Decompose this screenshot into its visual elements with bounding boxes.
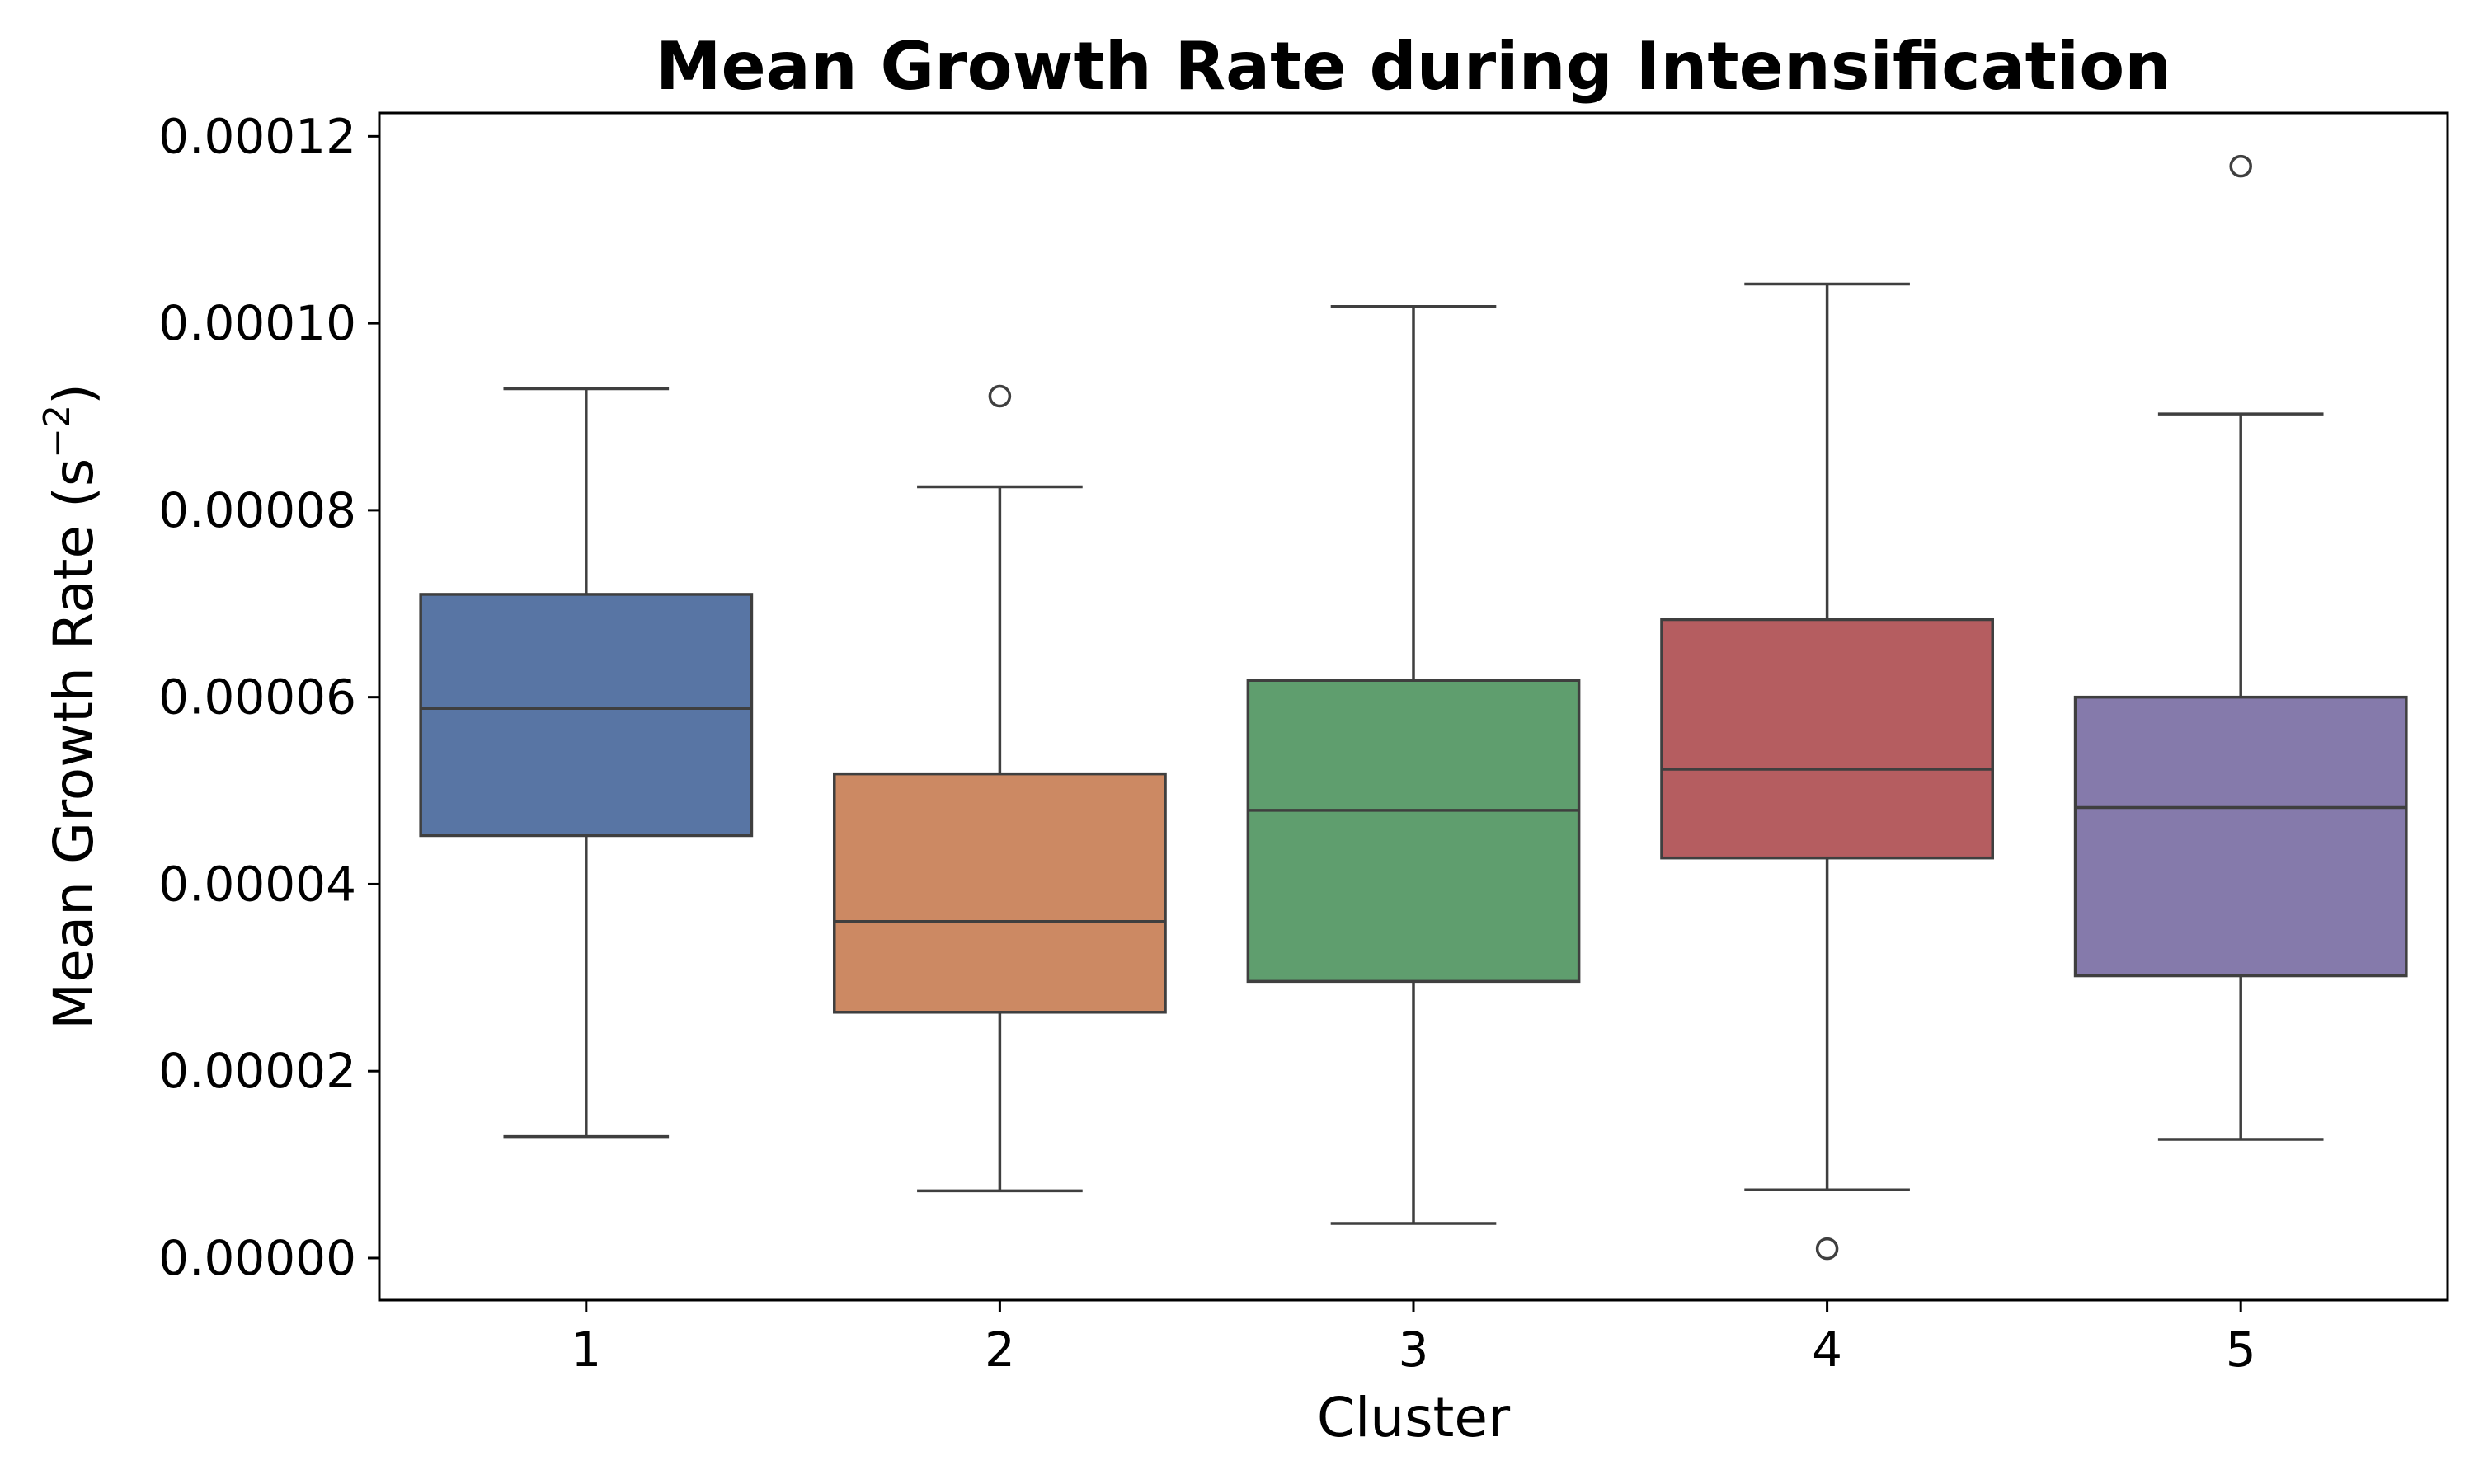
iqr-box <box>2073 695 2408 978</box>
y-tick-label: 0.00006 <box>158 669 356 726</box>
box-cluster-2 <box>833 384 1167 1193</box>
outlier-point <box>2229 154 2252 178</box>
box-cluster-4 <box>1660 282 1994 1261</box>
y-tick-label: 0.00010 <box>158 295 356 351</box>
y-axis-label-close: ) <box>42 383 106 405</box>
x-tick-label: 2 <box>985 1322 1015 1378</box>
y-axis-label-main: Mean Growth Rate (s <box>42 458 106 1030</box>
iqr-box <box>1246 679 1581 984</box>
outlier-point <box>988 384 1012 408</box>
x-axis: 1 2 3 4 5 <box>571 1300 2256 1378</box>
y-axis-label: Mean Growth Rate (s−2) <box>36 383 106 1030</box>
box-cluster-1 <box>419 387 754 1139</box>
y-tick-label: 0.00000 <box>158 1230 356 1286</box>
x-tick-label: 5 <box>2226 1322 2256 1378</box>
x-tick-label: 3 <box>1399 1322 1429 1378</box>
box-cluster-3 <box>1246 304 1581 1225</box>
y-tick-label: 0.00012 <box>158 108 356 164</box>
iqr-box <box>833 772 1167 1014</box>
x-tick-label: 1 <box>571 1322 601 1378</box>
x-tick-label: 4 <box>1812 1322 1842 1378</box>
x-axis-label: Cluster <box>1317 1386 1511 1449</box>
box-cluster-5 <box>2073 154 2408 1141</box>
y-tick-label: 0.00004 <box>158 856 356 912</box>
plot-area <box>419 154 2408 1261</box>
iqr-box <box>1660 618 1994 860</box>
y-axis-label-superscript: −2 <box>36 405 78 458</box>
y-axis: 0.00000 0.00002 0.00004 0.00006 0.00008 0.000… <box>158 108 379 1286</box>
y-tick-label: 0.00008 <box>158 482 356 538</box>
y-tick-label: 0.00002 <box>158 1043 356 1099</box>
chart-title: Mean Growth Rate during Intensification <box>656 28 2171 105</box>
outlier-point <box>1815 1237 1839 1261</box>
iqr-box <box>419 593 754 838</box>
